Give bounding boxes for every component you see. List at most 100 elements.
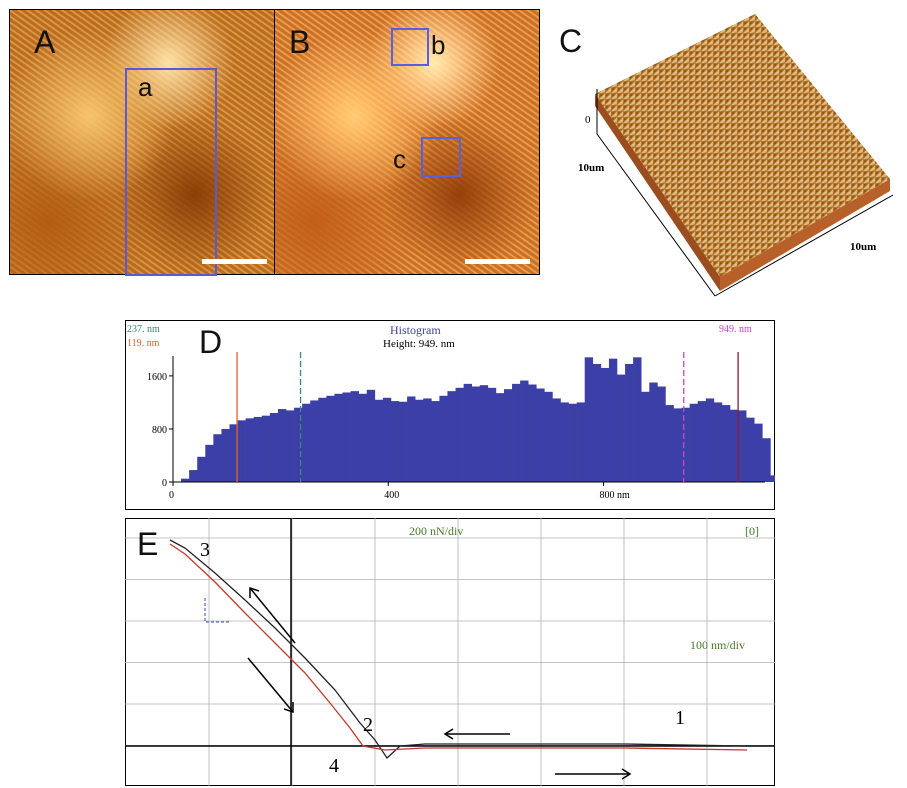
- histogram-bar: [600, 367, 610, 482]
- panel-letter-b: B: [289, 24, 311, 60]
- scale-bar-a: [202, 259, 267, 264]
- point-label-3: 3: [200, 539, 210, 561]
- axis-y-line: [714, 194, 894, 297]
- histogram-bar: [366, 389, 376, 482]
- histogram-bar: [633, 357, 642, 482]
- histogram-chart: 0 800 1600 0 400 800 nm 237. nm 119. nm Hist…: [125, 320, 775, 510]
- point-label-2: 2: [363, 714, 373, 736]
- y-tick-label: 1600: [147, 372, 167, 383]
- histogram-bar: [552, 398, 561, 482]
- histogram-bar: [382, 397, 392, 482]
- histogram-bar: [560, 402, 569, 482]
- histogram-bar: [730, 409, 739, 482]
- histogram-bar: [544, 391, 553, 482]
- histogram-bar: [487, 387, 497, 482]
- arrow-left: [443, 728, 510, 740]
- histogram-bar: [520, 380, 529, 482]
- histogram-bar: [390, 401, 400, 482]
- histogram-bar: [536, 388, 545, 482]
- histogram-bar: [762, 438, 771, 482]
- histogram-bar: [713, 402, 723, 482]
- panel-letter-a: A: [34, 24, 56, 60]
- histogram-bar: [649, 382, 658, 482]
- histogram-bar: [770, 475, 775, 482]
- histogram-bar: [237, 420, 246, 482]
- axis-z-label: 0: [585, 114, 591, 126]
- marker-green-text: 237. nm: [127, 324, 160, 335]
- histogram-bar: [673, 408, 682, 482]
- scale-bar-b: [465, 259, 530, 264]
- histogram-bar: [302, 403, 311, 482]
- y-tick-label: 0: [162, 478, 167, 489]
- histogram-bar: [455, 387, 464, 482]
- surface-side-right: [720, 179, 890, 291]
- histogram-bar: [584, 357, 594, 482]
- point-label-1: 1: [675, 707, 685, 729]
- histogram-bar: [665, 405, 674, 482]
- histogram-bar: [189, 470, 198, 482]
- histogram-bar: [641, 391, 650, 482]
- arrow-down: [247, 657, 294, 714]
- approach-curve: [169, 539, 746, 759]
- histogram-bar: [269, 413, 279, 482]
- histogram-bar: [439, 395, 448, 482]
- afm-3d-panel-c: C 0 10um 10um: [545, 9, 900, 309]
- force-curve-chart: 1 2 3 4 200 nN/div [0] 100 nm/div: [125, 518, 775, 786]
- marker-magenta-text: 949. nm: [719, 324, 752, 335]
- histogram-bar: [576, 402, 586, 482]
- histogram-bar: [399, 401, 408, 482]
- histogram-bar: [213, 434, 222, 482]
- panel-letter-d: D: [199, 324, 223, 360]
- histogram-bar: [407, 396, 416, 482]
- axis-y-label: 10um: [850, 241, 876, 253]
- histogram-bar: [617, 374, 626, 482]
- histogram-bar: [447, 391, 456, 482]
- histogram-bar: [495, 393, 505, 482]
- histogram-bar: [625, 363, 634, 482]
- histogram-bar: [746, 417, 755, 482]
- histogram-bar: [479, 385, 489, 482]
- histogram-bar: [245, 418, 255, 482]
- histogram-bar: [528, 384, 537, 482]
- height-label: Height: 949. nm: [383, 338, 455, 350]
- histogram-bar: [568, 403, 577, 482]
- force-curve-panel-e: 1 2 3 4 200 nN/div [0] 100 nm/div E: [125, 518, 775, 786]
- histogram-bar: [181, 478, 190, 482]
- histogram-bar: [738, 410, 747, 482]
- histogram-bar: [689, 403, 699, 482]
- dashed-guide: [204, 598, 231, 623]
- histogram-bar: [415, 399, 424, 482]
- marker-red-text: 119. nm: [127, 338, 160, 349]
- histogram-bar: [471, 386, 481, 482]
- histogram-bar: [374, 399, 384, 482]
- histogram-bar: [221, 428, 230, 482]
- histogram-bar: [503, 389, 513, 482]
- histogram-bar: [431, 401, 440, 482]
- histogram-bar: [253, 417, 263, 482]
- histogram-bar: [350, 391, 359, 482]
- histogram-bar: [721, 405, 731, 482]
- histogram-panel-d: 0 800 1600 0 400 800 nm 237. nm 119. nm Hist…: [125, 320, 775, 510]
- histogram-bar: [608, 358, 618, 482]
- axis-x-label: 10um: [578, 162, 604, 174]
- histogram-bar: [310, 400, 319, 482]
- histogram-bar: [277, 409, 287, 482]
- panel-letter-e: E: [137, 526, 159, 562]
- region-box-c: [421, 137, 461, 177]
- histogram-bar: [334, 393, 343, 482]
- histogram-bar: [197, 456, 206, 482]
- region-box-b: [391, 28, 429, 66]
- histogram-bar: [463, 383, 472, 482]
- x-tick-label: 400: [384, 490, 399, 501]
- histogram-title: Histogram: [390, 323, 441, 337]
- histogram-bar: [592, 363, 602, 482]
- axis-x-line: [596, 133, 716, 297]
- region-box-a: [125, 68, 217, 276]
- bracket-text: [0]: [745, 524, 759, 538]
- histogram-bar: [318, 397, 327, 482]
- point-label-4: 4: [329, 755, 339, 777]
- histogram-bar: [261, 415, 271, 482]
- afm-3d-surface: 0 10um 10um: [578, 14, 894, 297]
- histogram-bar: [326, 395, 335, 482]
- histogram-bar: [205, 444, 214, 482]
